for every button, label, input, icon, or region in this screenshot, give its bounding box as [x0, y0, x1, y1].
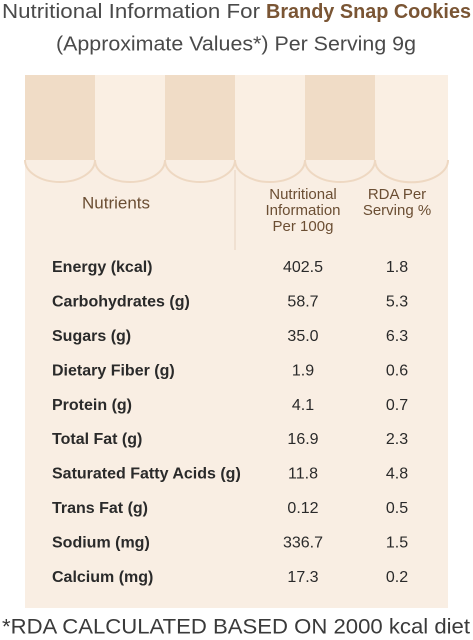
nutrient-name: Saturated Fatty Acids (g): [52, 466, 241, 483]
rda-value: 2.3: [386, 431, 408, 448]
value-per-100g: 58.7: [287, 294, 318, 311]
rda-value: 1.5: [386, 534, 408, 551]
column-header: Nutrients: [82, 193, 150, 212]
awning: [24, 75, 449, 608]
product-name: Brandy Snap Cookies: [266, 1, 471, 23]
nutrient-name: Protein (g): [52, 397, 132, 414]
card: [25, 150, 448, 608]
nutrient-name: Calcium (mg): [52, 569, 153, 586]
nutrient-name: Dietary Fiber (g): [52, 362, 175, 379]
value-per-100g: 35.0: [287, 328, 318, 345]
value-per-100g: 402.5: [283, 259, 323, 276]
nutrient-name: Trans Fat (g): [52, 500, 148, 517]
rda-value: 4.8: [386, 466, 408, 483]
column-header: RDA Per: [368, 186, 426, 203]
column-header: Nutritional: [269, 186, 337, 203]
value-per-100g: 17.3: [287, 569, 318, 586]
rda-value: 0.2: [386, 569, 408, 586]
rda-value: 1.8: [386, 259, 408, 276]
footnote: *RDA CALCULATED BASED ON 2000 kcal diet: [2, 616, 470, 639]
value-per-100g: 16.9: [287, 431, 318, 448]
rda-value: 0.7: [386, 397, 408, 414]
title: Nutritional Information For Brandy Snap C…: [2, 1, 471, 23]
nutrient-name: Total Fat (g): [52, 431, 142, 448]
value-per-100g: 0.12: [287, 500, 318, 517]
column-header: Information: [265, 202, 340, 219]
rda-value: 6.3: [386, 328, 408, 345]
rda-value: 5.3: [386, 294, 408, 311]
title-text: Nutritional Information For: [2, 1, 260, 23]
nutrient-name: Energy (kcal): [52, 259, 152, 276]
nutrient-name: Sugars (g): [52, 328, 131, 345]
column-header: Serving %: [363, 202, 431, 219]
subtitle: (Approximate Values*) Per Serving 9g: [56, 33, 416, 55]
value-per-100g: 1.9: [292, 362, 314, 379]
value-per-100g: 11.8: [288, 466, 318, 483]
rda-value: 0.6: [386, 362, 408, 379]
value-per-100g: 4.1: [292, 397, 314, 414]
nutrient-name: Sodium (mg): [52, 534, 150, 551]
value-per-100g: 336.7: [283, 534, 323, 551]
nutrient-name: Carbohydrates (g): [52, 294, 190, 311]
column-header: Per 100g: [273, 218, 334, 235]
rda-value: 0.5: [386, 500, 408, 517]
